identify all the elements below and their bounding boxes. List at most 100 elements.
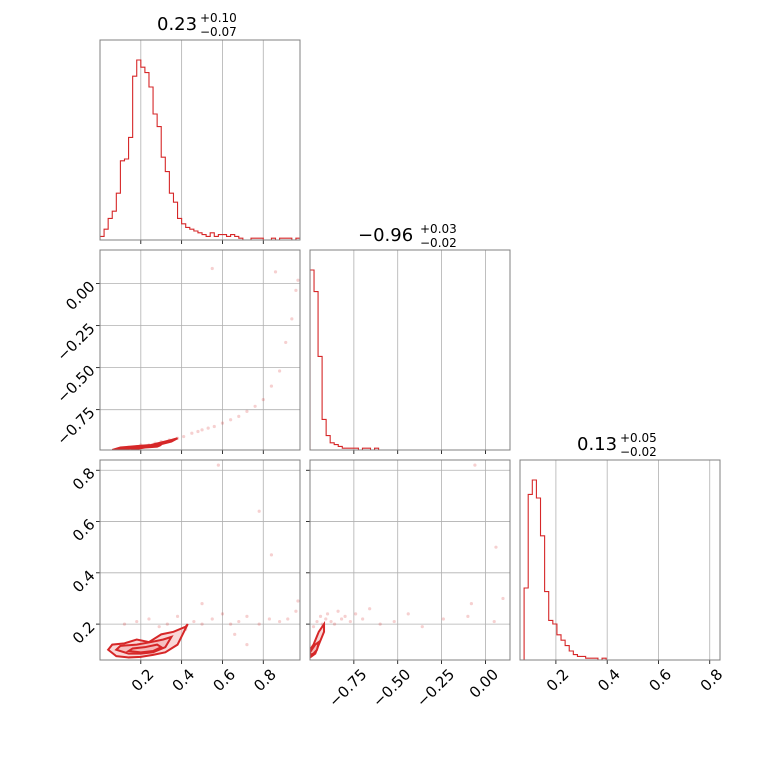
title-param-1: −0.96 +0.03 −0.02 — [358, 222, 457, 250]
title-value: 0.23 — [157, 14, 197, 35]
plot-area — [520, 479, 720, 660]
histogram-step — [310, 269, 508, 450]
scatter-point — [368, 607, 372, 611]
scatter-point — [332, 622, 337, 626]
panel-frame — [309, 459, 511, 661]
scatter-point — [273, 270, 278, 274]
scatter-point — [157, 625, 161, 629]
x-tick-label: 0.2 — [543, 665, 573, 695]
scatter-point — [378, 622, 382, 626]
scatter-point — [261, 397, 265, 402]
scatter-point — [469, 601, 474, 606]
scatter-point — [190, 431, 194, 435]
plot-area — [106, 463, 300, 659]
scatter-point — [212, 424, 216, 429]
x-tick-label: −0.25 — [413, 665, 458, 710]
scatter-point — [339, 617, 344, 621]
panel-frame — [99, 459, 301, 661]
scatter-point — [441, 617, 445, 621]
scatter-point — [229, 622, 233, 626]
panel-p0_p2: 0.2 0.4 0.6 0.8 0.2 0.4 0.6 0.8 — [69, 459, 301, 695]
scatter-point — [206, 426, 210, 430]
x-tick-label: 0.4 — [169, 665, 199, 695]
scatter-point — [192, 619, 196, 624]
scatter-point — [220, 421, 225, 425]
x-tick-label: 0.00 — [466, 665, 502, 701]
panel-p1 — [309, 249, 511, 454]
panel-p0 — [99, 39, 301, 244]
y-tick-label: 0.00 — [62, 277, 98, 313]
scatter-point — [200, 622, 204, 626]
x-tick-label: 0.2 — [128, 665, 158, 695]
scatter-point — [165, 622, 169, 626]
scatter-point — [237, 414, 241, 418]
scatter-point — [200, 601, 204, 606]
scatter-point — [147, 617, 151, 621]
scatter-point — [182, 434, 186, 439]
scatter-point — [318, 614, 323, 619]
histogram-step — [100, 59, 300, 240]
histogram-step — [520, 479, 720, 660]
y-tick-label: −0.25 — [53, 319, 98, 364]
scatter-point — [210, 617, 214, 621]
scatter-point — [237, 619, 241, 624]
scatter-point — [420, 625, 424, 629]
scatter-point — [286, 617, 290, 621]
scatter-point — [466, 614, 470, 619]
title-plus: +0.10 — [200, 11, 237, 25]
title-plus: +0.05 — [620, 431, 657, 445]
y-tick-label: −0.75 — [53, 403, 98, 448]
scatter-point — [269, 553, 274, 557]
title-minus: −0.02 — [420, 236, 457, 250]
scatter-point — [290, 317, 294, 321]
title-minus: −0.07 — [200, 25, 237, 39]
scatter-point — [245, 643, 249, 647]
plot-area — [310, 269, 508, 450]
y-tick-label: 0.4 — [69, 567, 99, 597]
scatter-point — [311, 625, 316, 629]
scatter-point — [216, 463, 220, 467]
scatter-point — [392, 619, 396, 624]
contour-inner — [130, 443, 162, 450]
scatter-point — [257, 622, 261, 626]
scatter-point — [220, 612, 225, 616]
title-param-2: 0.13 +0.05 −0.02 — [577, 431, 657, 459]
plot-area — [111, 266, 300, 450]
plot-area — [310, 463, 505, 659]
x-tick-label: −0.50 — [369, 665, 414, 710]
title-value: −0.96 — [358, 225, 413, 246]
scatter-point — [296, 599, 300, 603]
y-tick-label: 0.6 — [69, 515, 99, 545]
x-tick-label: 0.8 — [697, 665, 727, 695]
scatter-point — [294, 609, 298, 613]
scatter-point — [296, 278, 300, 282]
scatter-point — [196, 429, 200, 434]
scatter-point — [361, 617, 365, 621]
scatter-point — [329, 619, 333, 624]
scatter-point — [277, 619, 282, 624]
title-plus: +0.03 — [420, 222, 457, 236]
panel-p2: 0.2 0.4 0.6 0.8 — [519, 459, 727, 695]
y-tick-label: −0.50 — [53, 361, 98, 406]
scatter-point — [122, 622, 127, 626]
scatter-point — [269, 384, 274, 388]
scatter-point — [277, 369, 282, 373]
plot-area — [100, 59, 300, 240]
scatter-point — [245, 409, 249, 413]
contour-inner — [125, 643, 164, 654]
title-value: 0.13 — [577, 434, 617, 455]
title-minus: −0.02 — [620, 445, 657, 459]
scatter-point — [324, 617, 328, 621]
panel-p0_p1: 0.00 −0.25−0.50−0.75 — [53, 249, 301, 454]
panel-frame — [99, 39, 301, 241]
scatter-point — [253, 404, 257, 408]
scatter-point — [245, 614, 249, 619]
scatter-point — [343, 614, 347, 619]
panels-layer: 0.00−0.25−0.50−0.750.2 0.4 0.6 0.80.20.40.6… — [53, 39, 727, 711]
scatter-point — [473, 463, 477, 467]
x-tick-label: 0.4 — [594, 665, 624, 695]
scatter-point — [501, 596, 505, 601]
panel-frame — [99, 249, 301, 451]
scatter-point — [257, 509, 261, 513]
